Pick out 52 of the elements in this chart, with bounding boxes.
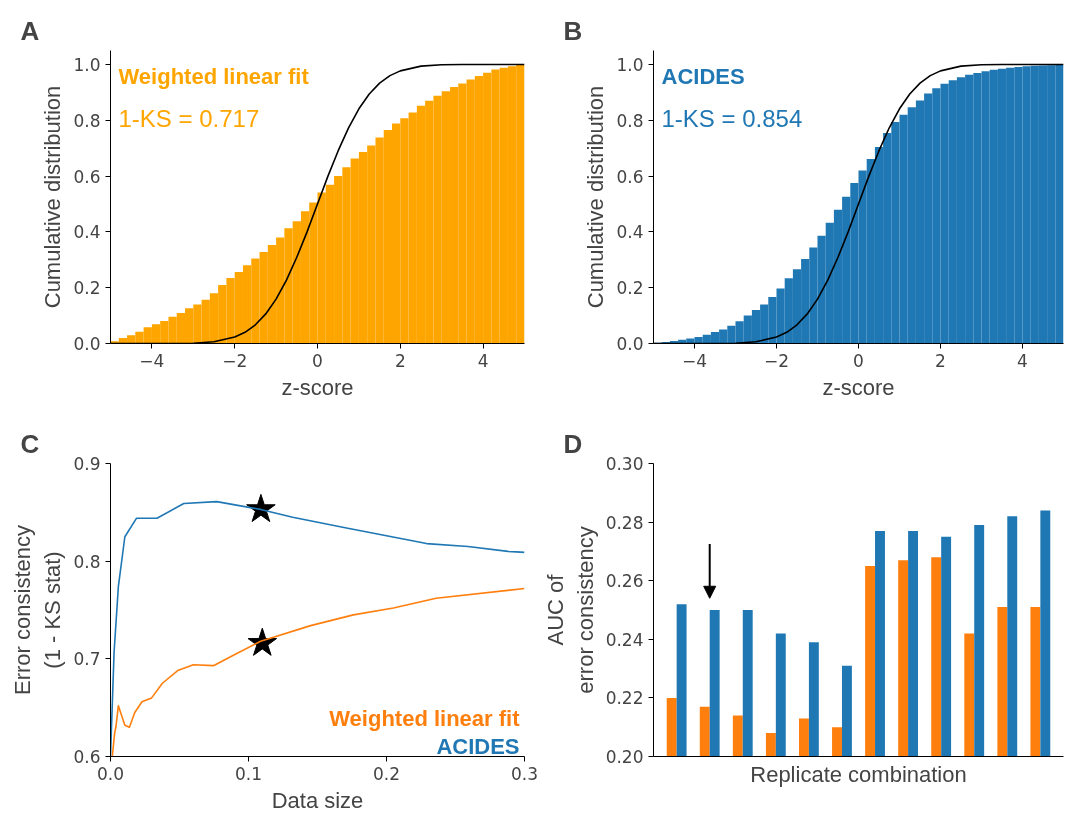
y-tick-label: 0.8 (73, 551, 101, 572)
y-axis-title: Error consistency (1 - KS stat) (10, 525, 66, 695)
y-tick-label: 1.0 (73, 54, 101, 75)
x-tick-label: 4 (1017, 350, 1028, 371)
chart-title: D (563, 428, 583, 459)
y-tick-label: 0.7 (73, 649, 101, 670)
y-tick-label: 0.24 (605, 629, 644, 650)
y-tick-label: 0.0 (616, 334, 644, 354)
y-axis-title: Cumulative distribution (40, 85, 66, 309)
y-tick-label: 0.0 (73, 334, 101, 354)
x-tick-label: 0.2 (372, 763, 401, 784)
text: ACIDES (661, 64, 745, 89)
chart-title: C (20, 428, 40, 459)
x-tick-label: 2 (935, 350, 946, 371)
y-tick-label: 0.8 (616, 110, 644, 131)
y-tick-label: 0.2 (616, 278, 644, 299)
y-axis-title: Cumulative distribution (583, 85, 609, 309)
x-tick-label: −4 (681, 350, 708, 371)
y-tick-label: 1.0 (616, 54, 644, 75)
y-tick-label: 0.22 (605, 688, 644, 709)
annotation: 1-KS = 0.717 (118, 105, 260, 132)
x-tick-label: 0.1 (234, 763, 263, 784)
x-axis-title: z-score (281, 374, 354, 400)
y-tick-label: 0.26 (605, 571, 644, 592)
x-tick-label: −4 (139, 350, 165, 371)
y-tick-label: 0.4 (73, 222, 101, 243)
x-tick-label: −2 (763, 350, 790, 371)
x-tick-label: 0.3 (510, 763, 539, 784)
text: Weighted linear fit (329, 706, 521, 731)
x-axis-title: z-score (822, 374, 895, 400)
chart-title: B (563, 15, 583, 46)
x-axis-title: Data size (271, 787, 364, 813)
x-tick-label: 0 (853, 350, 864, 371)
x-tick-label: −2 (222, 350, 248, 371)
y-axis-title: AUC of error consistency (542, 526, 598, 694)
x-tick-label: 4 (477, 350, 489, 371)
y-tick-label: 0.9 (73, 454, 101, 474)
y-tick-label: 0.6 (616, 166, 644, 187)
text: Weighted linear fit (118, 64, 310, 89)
x-axis-title: Replicate combination (750, 761, 967, 787)
annotation: 1-KS = 0.854 (661, 105, 803, 132)
x-tick-label: 2 (394, 350, 406, 371)
text: ACIDES (436, 734, 520, 759)
chart-title: A (20, 15, 40, 46)
x-tick-label: 0 (312, 350, 323, 371)
y-tick-label: 0.30 (605, 454, 644, 474)
y-tick-label: 0.28 (605, 512, 644, 533)
y-tick-label: 0.4 (616, 222, 644, 243)
y-tick-label: 0.20 (605, 747, 644, 767)
y-tick-label: 0.8 (73, 110, 101, 131)
y-tick-label: 0.6 (73, 166, 101, 187)
y-tick-label: 0.2 (73, 278, 101, 299)
